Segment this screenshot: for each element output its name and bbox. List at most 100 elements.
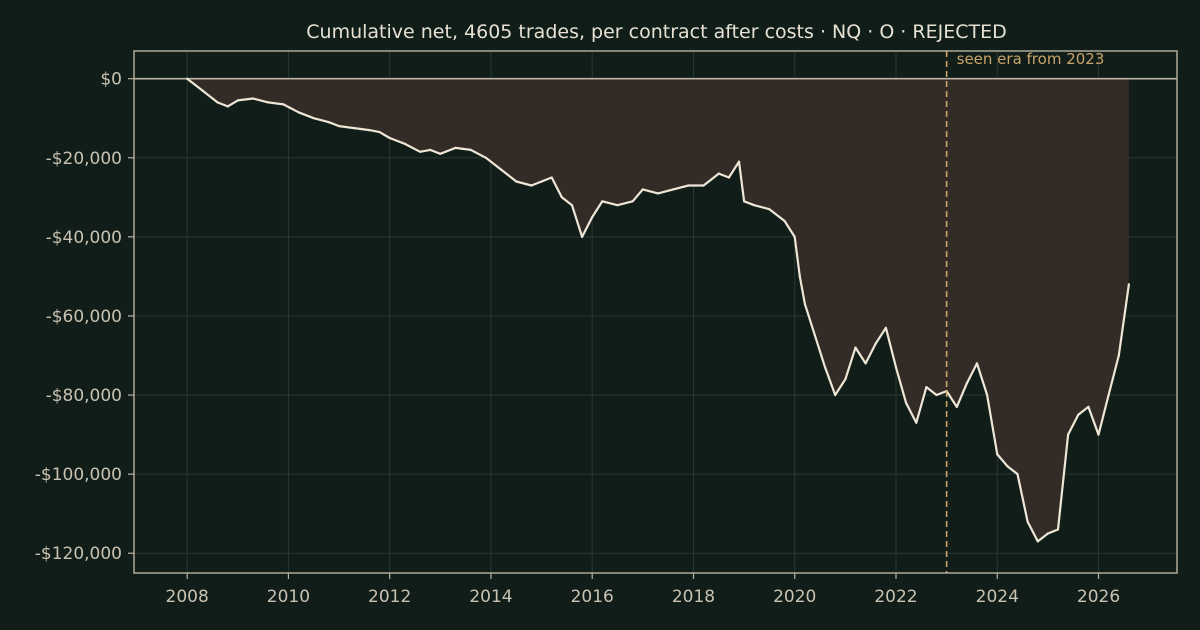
data-point [702, 184, 705, 187]
data-point [282, 103, 285, 106]
data-point [905, 401, 908, 405]
data-point [687, 184, 690, 187]
data-point [884, 326, 888, 329]
data-point [1016, 473, 1019, 476]
data-point [813, 334, 817, 337]
data-point [368, 129, 371, 132]
data-point [216, 101, 219, 104]
data-point [1067, 433, 1070, 436]
x-tick-label: 2012 [368, 587, 411, 607]
data-point [201, 89, 204, 92]
x-tick-label: 2020 [773, 587, 816, 607]
data-point [616, 204, 619, 207]
data-point [672, 188, 675, 191]
data-point [854, 346, 857, 349]
data-point [753, 204, 756, 207]
data-point [844, 378, 847, 381]
data-point [803, 303, 807, 306]
data-point [965, 382, 969, 385]
data-point [251, 97, 255, 100]
data-point [783, 219, 786, 223]
data-point [388, 136, 391, 140]
data-point [641, 188, 644, 191]
data-point [581, 235, 584, 238]
data-point [743, 200, 746, 203]
data-point [327, 121, 330, 124]
data-point [1056, 528, 1060, 531]
data-point [469, 148, 472, 151]
data-point [894, 366, 898, 369]
x-tick-label: 2008 [166, 587, 209, 607]
data-point [297, 111, 300, 114]
plot-frame [133, 50, 1178, 574]
y-tick-label: -$120,000 [35, 544, 122, 564]
data-point [570, 204, 574, 207]
chart-title: Cumulative net, 4605 trades, per contrac… [306, 21, 1006, 43]
data-point [454, 146, 457, 149]
data-point [550, 176, 553, 179]
data-point [186, 77, 189, 80]
data-point [312, 117, 315, 120]
data-point [1097, 433, 1100, 436]
data-point [403, 142, 406, 145]
data-point [874, 342, 877, 345]
data-point [727, 176, 731, 179]
data-point [656, 192, 660, 195]
data-point [864, 362, 867, 365]
data-point [737, 160, 741, 163]
data-point [601, 200, 604, 203]
y-tick-label: -$80,000 [46, 386, 122, 406]
x-tick-label: 2010 [267, 587, 310, 607]
data-point [591, 216, 594, 219]
data-point [484, 156, 487, 159]
x-tick-label: 2018 [672, 587, 715, 607]
data-point [768, 208, 771, 211]
data-point [1117, 354, 1120, 357]
data-point [798, 275, 801, 278]
data-point [439, 152, 442, 155]
data-point [631, 200, 634, 203]
data-point [1006, 465, 1009, 468]
data-point [515, 180, 518, 183]
data-point [267, 101, 270, 104]
data-point [353, 127, 356, 130]
y-tick-label: -$40,000 [46, 228, 122, 248]
era-marker-label: seen era from 2023 [957, 50, 1105, 68]
data-point [1107, 393, 1110, 397]
data-point [1046, 532, 1049, 535]
data-point [530, 184, 533, 187]
y-tick-label: $0 [100, 70, 122, 90]
x-tick-label: 2026 [1077, 587, 1120, 607]
data-point [996, 453, 999, 456]
data-point [1036, 540, 1039, 543]
data-point [935, 393, 938, 397]
data-point [1127, 283, 1130, 286]
data-point [429, 148, 432, 151]
data-point [226, 105, 229, 108]
drawdown-area [187, 78, 1129, 542]
y-tick-label: -$100,000 [35, 465, 122, 485]
y-tick-label: -$60,000 [46, 307, 122, 327]
data-point [378, 131, 381, 134]
data-point [955, 405, 958, 408]
data-point [975, 362, 979, 365]
data-point [338, 125, 341, 128]
data-point [419, 150, 422, 153]
x-tick-label: 2022 [874, 587, 917, 607]
x-tick-label: 2024 [976, 587, 1019, 607]
data-point [540, 180, 543, 183]
data-point [824, 366, 827, 369]
y-tick-label: -$20,000 [46, 149, 122, 169]
data-point [1077, 413, 1080, 416]
data-point [793, 235, 796, 238]
data-point [925, 386, 928, 389]
cumulative-net-line [186, 77, 1130, 543]
data-point [986, 393, 989, 397]
data-point [915, 421, 918, 424]
data-point [834, 393, 837, 397]
data-point [236, 99, 239, 102]
data-point [560, 196, 563, 199]
data-point [1087, 405, 1090, 408]
x-tick-label: 2016 [571, 587, 614, 607]
